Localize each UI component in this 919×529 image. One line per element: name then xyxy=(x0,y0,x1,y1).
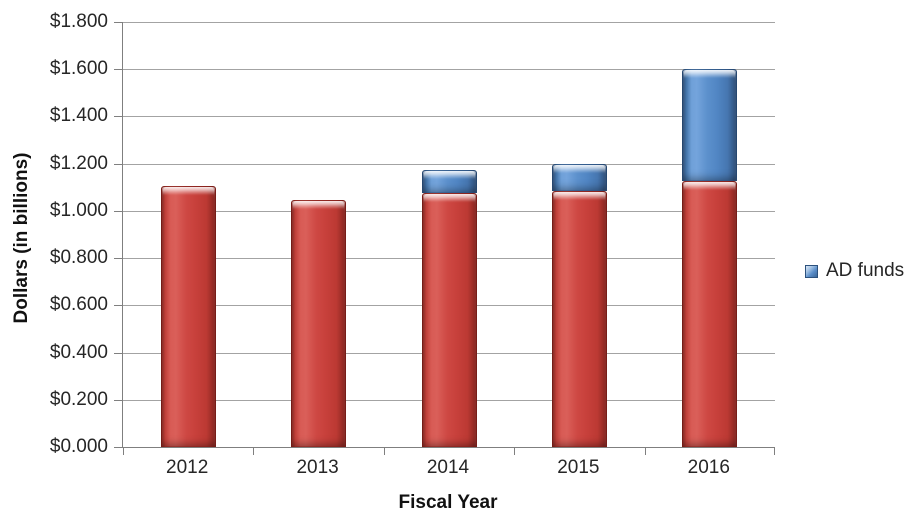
x-tick xyxy=(383,448,385,455)
y-tick xyxy=(114,258,123,260)
bar-ad-funds xyxy=(551,163,607,191)
gridline xyxy=(123,69,775,71)
y-tick xyxy=(114,352,123,354)
legend: AD funds xyxy=(805,260,904,282)
y-tick-label: $0.000 xyxy=(49,436,108,457)
plot-area xyxy=(114,22,775,455)
gridline xyxy=(123,22,775,23)
bar-ad-funds xyxy=(682,69,738,182)
y-tick-label: $1.000 xyxy=(49,199,108,221)
y-tick-label: $1.800 xyxy=(49,11,108,32)
y-tick-label: $0.400 xyxy=(49,341,108,363)
y-tick-label: $0.800 xyxy=(49,247,108,269)
gridline xyxy=(123,116,775,118)
y-tick xyxy=(114,116,123,118)
y-tick-label: $0.200 xyxy=(49,388,108,410)
y-tick xyxy=(114,305,123,307)
x-tick xyxy=(774,448,775,455)
y-tick xyxy=(114,399,123,401)
bar-base-funds xyxy=(160,186,216,447)
x-tick-label: 2014 xyxy=(426,457,470,478)
y-tick-label: $0.600 xyxy=(49,294,108,316)
x-tick xyxy=(123,448,124,455)
x-tick-label: 2013 xyxy=(296,457,339,478)
bar-base-funds xyxy=(421,193,477,447)
y-tick xyxy=(114,210,123,212)
bar-base-funds xyxy=(682,181,738,447)
bar-ad-funds xyxy=(421,169,477,194)
bar-base-funds xyxy=(291,200,347,447)
y-tick-label: $1.600 xyxy=(49,58,108,80)
x-tick xyxy=(644,448,646,455)
x-tick-label: 2012 xyxy=(166,457,209,478)
gridline xyxy=(123,163,775,165)
ad-funds-legend-swatch-icon xyxy=(805,264,818,278)
y-tick xyxy=(114,22,123,23)
x-tick xyxy=(514,448,516,455)
y-tick xyxy=(114,163,123,165)
y-tick xyxy=(114,69,123,71)
x-tick-label: 2015 xyxy=(557,457,600,478)
x-tick-label: 2016 xyxy=(687,457,730,478)
y-tick-label: $1.400 xyxy=(49,105,108,127)
x-tick xyxy=(253,448,255,455)
y-tick xyxy=(114,447,123,448)
legend-label: AD funds xyxy=(826,260,905,281)
y-tick-label: $1.200 xyxy=(49,152,108,174)
x-axis-title: Fiscal Year xyxy=(398,492,498,513)
bar-base-funds xyxy=(551,190,607,447)
